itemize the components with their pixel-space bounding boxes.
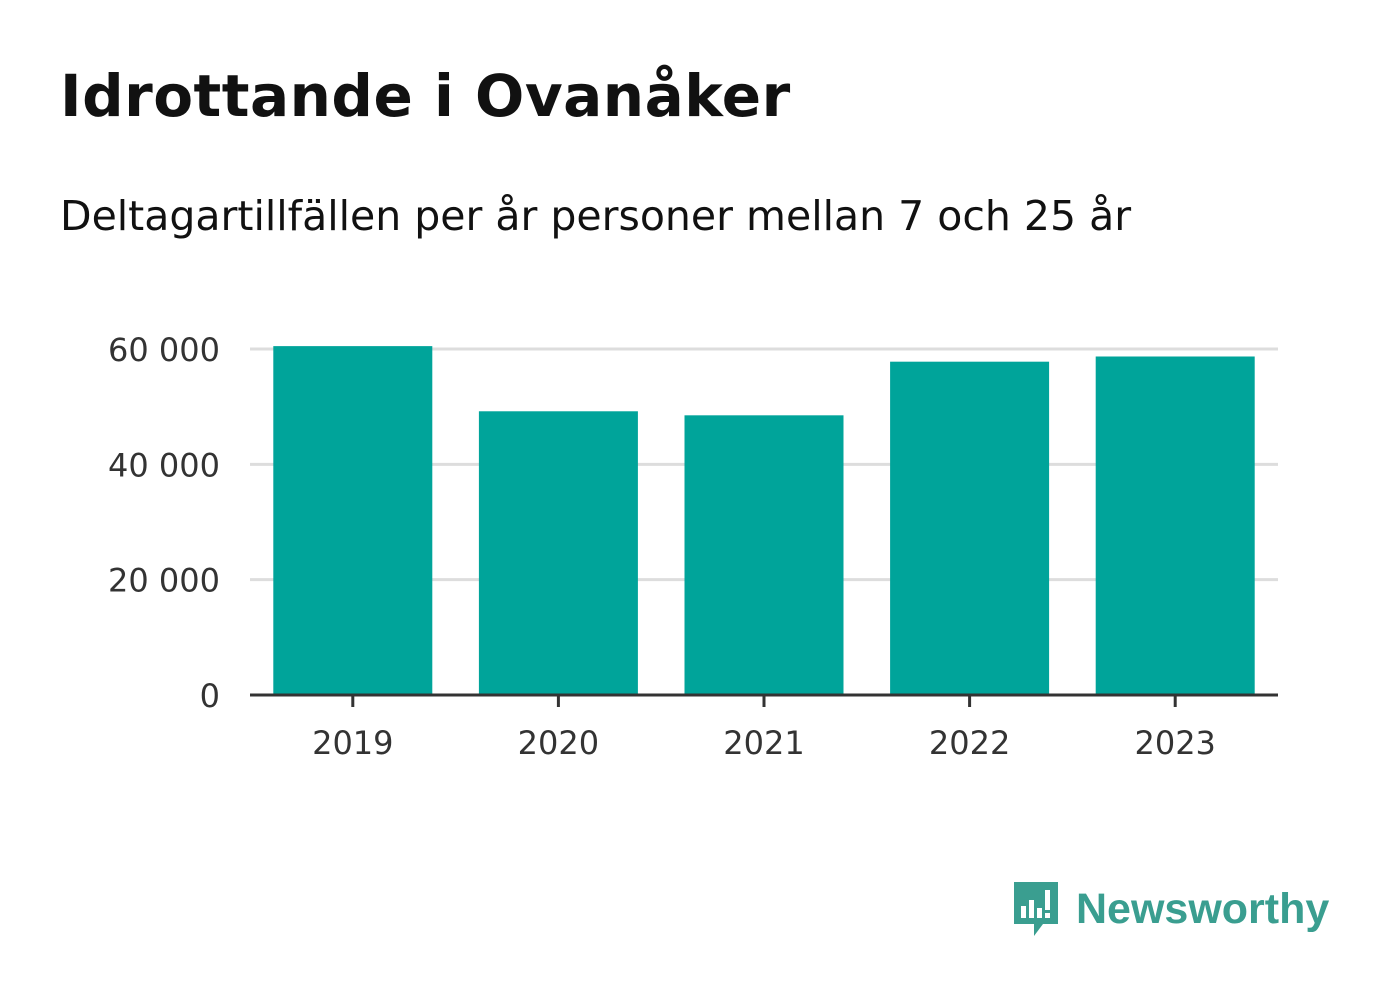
chart-title: Idrottande i Ovanåker <box>60 62 791 130</box>
bar <box>1095 356 1255 695</box>
x-tick-label: 2023 <box>1134 724 1215 762</box>
brand-logo: Newsworthy <box>1010 876 1329 942</box>
bar <box>273 346 433 695</box>
bars <box>273 346 1255 695</box>
x-tick-label: 2021 <box>723 724 804 762</box>
bar <box>478 411 638 695</box>
bar <box>890 361 1050 695</box>
y-tick-label: 0 <box>200 677 220 715</box>
chart-subtitle: Deltagartillfällen per år personer mella… <box>60 192 1132 240</box>
newsworthy-logo-icon <box>1014 882 1058 936</box>
axes: 0 20 000 40 000 60 000 2019 2020 2021 2022 2023 <box>108 331 1278 762</box>
bar <box>684 415 844 695</box>
brand-name: Newsworthy <box>1076 884 1330 933</box>
y-tick-label: 60 000 <box>108 331 220 369</box>
x-tick-label: 2019 <box>312 724 393 762</box>
x-tick-label: 2020 <box>518 724 599 762</box>
y-tick-label: 20 000 <box>108 562 220 600</box>
x-tick-label: 2022 <box>929 724 1010 762</box>
y-tick-label: 40 000 <box>108 446 220 484</box>
